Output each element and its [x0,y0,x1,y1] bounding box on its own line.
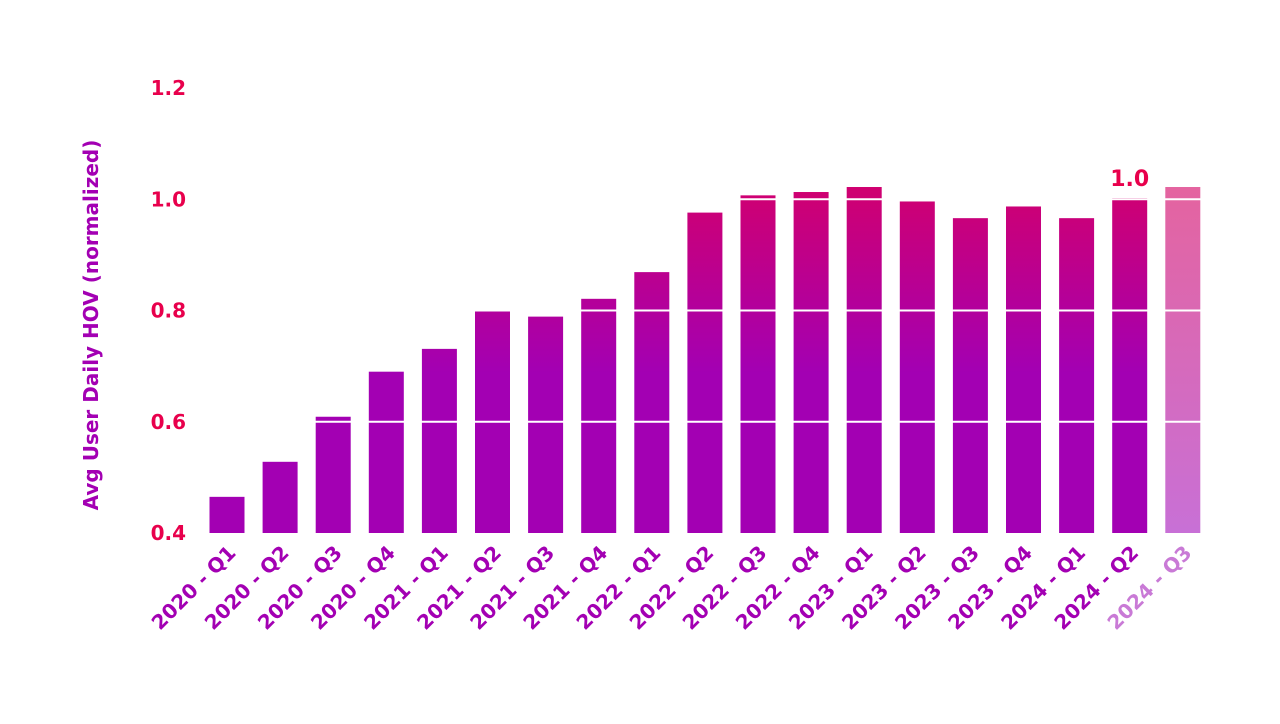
bar [1006,206,1041,533]
bar [1112,198,1148,533]
bar [581,298,617,533]
y-tick-label: 1.0 [151,187,186,211]
annotations: 1.0 [1110,167,1149,192]
bar [793,192,829,534]
bar [262,461,298,533]
bar [687,212,723,533]
bar [368,371,404,533]
bar [899,201,935,533]
bar [315,416,351,533]
bar [634,272,670,533]
bar [528,316,564,533]
gridlines [200,198,1210,423]
y-tick-label: 0.8 [151,299,186,323]
bar [421,348,457,533]
y-axis: 0.4 0.6 0.8 1.0 1.2 [151,76,186,545]
bar [740,195,776,533]
y-tick-label: 1.2 [151,76,186,100]
data-label: 1.0 [1110,167,1149,192]
y-tick-label: 0.6 [151,410,186,434]
bar [1059,218,1095,533]
bars [209,187,1201,534]
y-axis-title: Avg User Daily HOV (normalized) [79,140,103,511]
bar [846,187,882,533]
bar [209,496,245,533]
bar [952,218,988,533]
bar [1165,187,1201,533]
y-tick-label: 0.4 [151,521,186,545]
